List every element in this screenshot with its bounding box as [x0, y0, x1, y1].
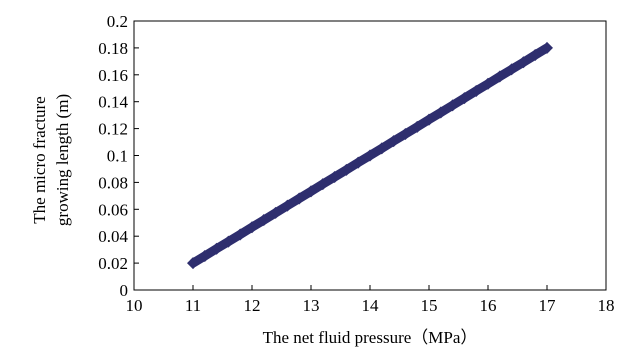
data-point — [529, 49, 542, 62]
data-point — [293, 192, 306, 205]
data-point — [458, 92, 471, 105]
y-tick-label: 0.04 — [98, 227, 128, 246]
y-tick-label: 0 — [120, 281, 129, 300]
y-tick-label: 0.14 — [98, 93, 128, 112]
x-tick-label: 16 — [480, 296, 497, 315]
data-point — [281, 199, 294, 212]
data-point — [399, 127, 412, 140]
x-axis-title: The net fluid pressure（MPa） — [263, 328, 478, 347]
data-point — [222, 235, 235, 248]
data-point — [269, 206, 282, 219]
data-point — [316, 178, 329, 191]
data-point — [340, 163, 353, 176]
x-axis: 10 11 12 13 14 15 16 17 18 — [126, 285, 615, 315]
data-point — [411, 120, 424, 133]
data-point — [257, 214, 270, 227]
data-series — [187, 41, 553, 270]
x-tick-label: 13 — [303, 296, 320, 315]
y-tick-label: 0.08 — [98, 173, 128, 192]
x-tick-label: 12 — [244, 296, 261, 315]
data-point — [246, 221, 258, 234]
data-point — [210, 242, 223, 255]
y-tick-label: 0.06 — [98, 200, 128, 219]
data-point — [446, 99, 459, 112]
data-point — [234, 228, 247, 241]
data-point — [328, 171, 341, 184]
x-tick-label: 14 — [362, 296, 380, 315]
x-tick-label: 10 — [126, 296, 143, 315]
data-point — [375, 142, 388, 155]
y-tick-label: 0.16 — [98, 66, 128, 85]
y-tick-label: 0.18 — [98, 39, 128, 58]
x-tick-label: 11 — [185, 296, 201, 315]
data-point — [470, 84, 483, 97]
data-point — [482, 77, 494, 90]
data-point — [505, 63, 518, 76]
y-tick-label: 0.02 — [98, 254, 128, 273]
x-tick-label: 18 — [598, 296, 615, 315]
data-point — [517, 56, 530, 69]
data-point — [198, 249, 211, 262]
y-axis-title-line-2: growing length (m) — [53, 94, 72, 226]
y-tick-label: 0.12 — [98, 120, 128, 139]
y-tick-label: 0.2 — [107, 12, 128, 31]
x-tick-label: 15 — [421, 296, 438, 315]
data-point — [493, 70, 506, 83]
data-point — [187, 257, 199, 270]
data-point — [352, 156, 365, 169]
data-point — [541, 41, 553, 54]
x-tick-label: 17 — [539, 296, 557, 315]
data-point — [387, 135, 400, 148]
data-point — [434, 106, 447, 119]
y-tick-label: 0.1 — [107, 147, 128, 166]
data-point — [364, 149, 376, 162]
data-point — [305, 185, 317, 198]
y-axis: 0 0.02 0.04 0.06 0.08 0.1 0.12 0.14 0.16 0.18 0.2 — [98, 12, 139, 300]
data-point — [423, 113, 435, 126]
y-axis-title-line-1: The micro fracture — [30, 96, 49, 223]
